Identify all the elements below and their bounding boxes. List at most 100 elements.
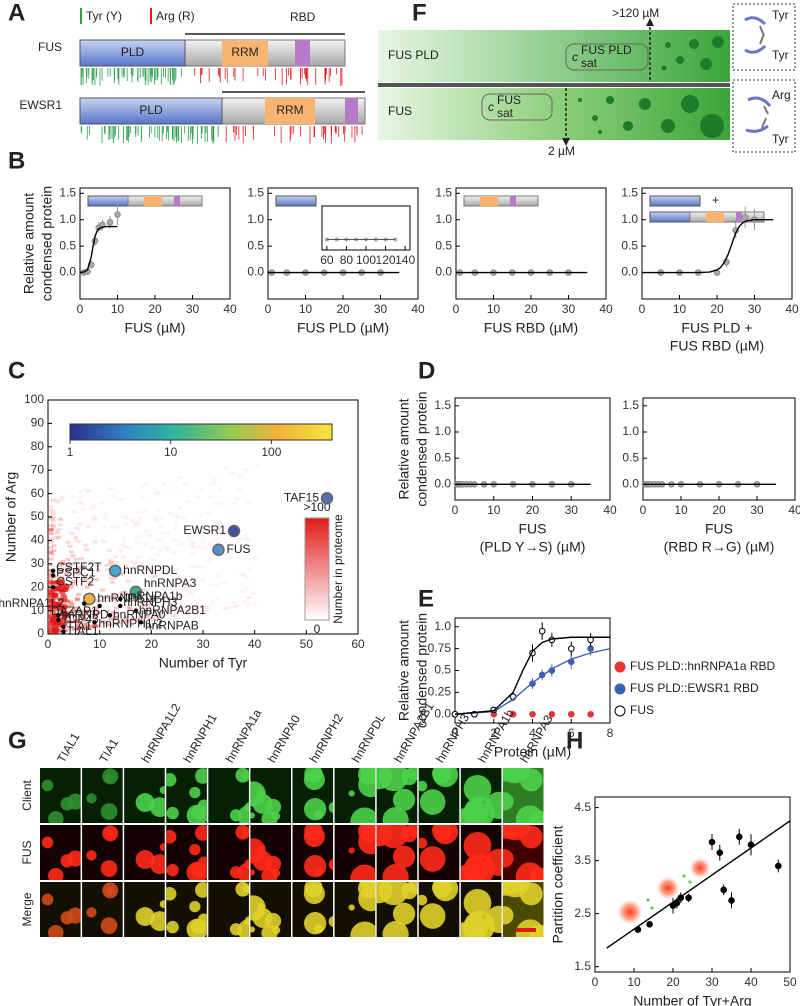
droplet	[392, 845, 416, 868]
x-tick-label: 20	[145, 637, 159, 651]
scale-bar	[516, 928, 536, 932]
density-cell	[51, 516, 57, 520]
panel-label: H	[566, 727, 583, 754]
density-cell	[48, 528, 54, 532]
icon-znf	[174, 196, 180, 206]
y-tick-label: 0.5	[434, 663, 451, 677]
droplet	[328, 858, 334, 871]
density-cell	[206, 605, 212, 609]
droplet	[419, 903, 446, 929]
density-cell	[95, 569, 101, 573]
density-cell	[91, 518, 97, 522]
droplet	[303, 798, 327, 821]
droplet	[256, 902, 265, 911]
client-label: hnRNPA1a	[223, 707, 265, 766]
density-cell	[159, 525, 165, 529]
density-cell	[172, 521, 178, 525]
density-cell	[194, 606, 200, 610]
density-cell	[63, 628, 69, 632]
pld-domain	[79, 39, 186, 67]
client-icon	[688, 880, 692, 884]
x-tick-label: 140	[395, 253, 415, 267]
density-cell	[189, 544, 195, 548]
droplet-group	[376, 768, 418, 823]
droplet-group	[303, 768, 334, 821]
density-cell	[65, 558, 71, 562]
density-cell	[206, 511, 212, 515]
droplet	[229, 866, 243, 879]
density-cell	[118, 549, 124, 553]
x-tick-label: 20	[524, 302, 538, 316]
y-tick-label: 1.0	[59, 212, 76, 226]
y-tick-label: 0.0	[621, 265, 638, 279]
y-axis-label: condensed protein	[39, 186, 55, 301]
y-tick-label: 1.0	[622, 424, 639, 438]
density-cell	[177, 507, 183, 511]
y-tick-label: 1.5	[247, 185, 264, 199]
client-icon	[650, 906, 654, 910]
droplet	[328, 915, 334, 928]
csat-symbol: c	[488, 100, 494, 114]
density-cell	[173, 513, 179, 517]
data-point	[646, 920, 653, 928]
density-cell	[186, 604, 192, 608]
density-cell	[137, 615, 143, 619]
droplet	[502, 768, 526, 780]
plot-frame	[454, 617, 611, 724]
y-axis-label: condensed protein	[414, 613, 430, 728]
density-cell	[139, 486, 145, 490]
density-cell	[203, 605, 209, 609]
density-cell	[231, 600, 237, 604]
density-cell	[218, 487, 224, 491]
density-cell	[141, 588, 147, 592]
density-cell	[70, 554, 76, 558]
droplet-group	[229, 882, 249, 937]
protein-point	[81, 601, 87, 606]
density-cell	[121, 590, 127, 594]
protein-point	[118, 596, 123, 602]
x-tick-label: 40	[603, 503, 617, 517]
density-cell	[118, 573, 124, 577]
density-cell	[93, 577, 99, 581]
droplet-group	[135, 843, 165, 874]
density-cell	[209, 599, 215, 603]
legend-label: Arg (R)	[156, 9, 195, 23]
pld-gradient	[378, 30, 730, 82]
density-cell	[188, 592, 194, 596]
density-cell	[171, 614, 177, 618]
density-cell	[125, 546, 131, 550]
density-cell	[60, 588, 67, 593]
protein-label: TDP43	[61, 612, 99, 626]
density-cell	[53, 608, 59, 612]
density-cell	[119, 497, 125, 501]
density-cell	[215, 574, 221, 578]
density-cell	[223, 607, 229, 611]
density-cell	[247, 566, 253, 570]
x-tick-label: 20	[148, 302, 162, 316]
density-cell	[50, 609, 56, 613]
data-point	[741, 213, 749, 221]
density-cell	[134, 523, 140, 527]
colorbar	[69, 423, 333, 441]
bond	[759, 25, 769, 129]
droplet-group	[348, 768, 376, 823]
droplet	[186, 918, 207, 937]
rbd-label: RBD	[290, 10, 316, 24]
density-cell	[53, 597, 59, 601]
density-cell	[104, 564, 110, 568]
row-label: Client	[20, 779, 34, 810]
droplet	[41, 893, 54, 906]
droplet	[86, 850, 97, 861]
y-tick-label: 2.5	[574, 906, 591, 920]
density-cell	[245, 601, 251, 605]
droplet	[229, 809, 243, 822]
znf-domain	[345, 98, 358, 124]
density-cell	[112, 615, 118, 619]
density-cell	[52, 628, 59, 633]
protein-point	[138, 620, 144, 625]
droplet	[186, 861, 207, 880]
panel-label: A	[8, 0, 25, 26]
data-point	[567, 645, 575, 652]
density-cell	[209, 549, 215, 553]
density-cell	[80, 566, 86, 570]
